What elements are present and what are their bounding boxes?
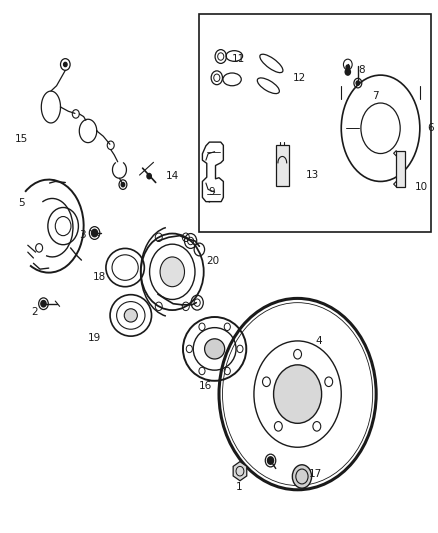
- Text: 6: 6: [427, 123, 434, 133]
- Text: 2: 2: [31, 306, 38, 317]
- Polygon shape: [396, 151, 405, 187]
- Circle shape: [64, 62, 67, 67]
- Text: 20: 20: [206, 256, 219, 266]
- Polygon shape: [233, 462, 247, 481]
- Text: 7: 7: [372, 91, 378, 101]
- Circle shape: [92, 229, 98, 237]
- Text: 17: 17: [308, 469, 322, 479]
- Text: 3: 3: [79, 230, 86, 240]
- Text: 8: 8: [359, 65, 365, 75]
- Bar: [199, 14, 431, 232]
- Circle shape: [274, 365, 321, 423]
- Text: 4: 4: [315, 336, 321, 346]
- Circle shape: [160, 257, 184, 287]
- Circle shape: [147, 173, 151, 179]
- Circle shape: [214, 74, 220, 82]
- Circle shape: [121, 182, 125, 187]
- Polygon shape: [276, 146, 289, 185]
- Text: 13: 13: [305, 170, 319, 180]
- Text: 19: 19: [88, 333, 101, 343]
- Circle shape: [292, 465, 311, 488]
- Text: 1: 1: [235, 482, 242, 492]
- Text: 10: 10: [415, 182, 428, 192]
- Circle shape: [345, 69, 350, 75]
- Ellipse shape: [124, 309, 138, 322]
- Text: 11: 11: [232, 54, 245, 64]
- Ellipse shape: [205, 339, 225, 359]
- Circle shape: [218, 53, 224, 60]
- Text: 15: 15: [15, 134, 28, 144]
- Circle shape: [356, 81, 360, 85]
- Text: 5: 5: [18, 198, 25, 208]
- Text: 12: 12: [292, 73, 306, 83]
- Circle shape: [346, 65, 350, 69]
- Text: 9: 9: [208, 187, 215, 197]
- Text: 14: 14: [166, 171, 179, 181]
- Circle shape: [268, 457, 274, 464]
- Text: 16: 16: [198, 381, 212, 391]
- Circle shape: [41, 301, 46, 307]
- Text: 18: 18: [93, 272, 106, 282]
